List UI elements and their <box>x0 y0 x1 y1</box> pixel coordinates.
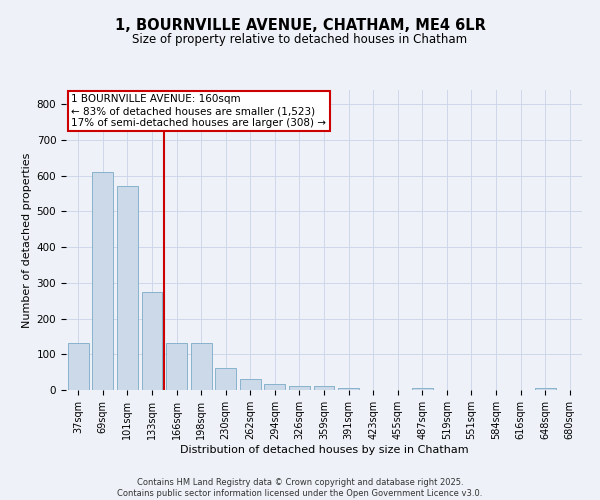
Text: 1, BOURNVILLE AVENUE, CHATHAM, ME4 6LR: 1, BOURNVILLE AVENUE, CHATHAM, ME4 6LR <box>115 18 485 32</box>
Bar <box>68 342 89 390</box>
Bar <box>314 386 334 390</box>
Bar <box>191 342 212 390</box>
Bar <box>117 186 138 390</box>
Bar <box>92 172 113 390</box>
Bar <box>412 388 433 390</box>
Text: 1 BOURNVILLE AVENUE: 160sqm
← 83% of detached houses are smaller (1,523)
17% of : 1 BOURNVILLE AVENUE: 160sqm ← 83% of det… <box>71 94 326 128</box>
Bar <box>338 388 359 390</box>
Bar <box>166 342 187 390</box>
Y-axis label: Number of detached properties: Number of detached properties <box>22 152 32 328</box>
Bar <box>535 388 556 390</box>
Text: Contains HM Land Registry data © Crown copyright and database right 2025.
Contai: Contains HM Land Registry data © Crown c… <box>118 478 482 498</box>
Bar <box>215 368 236 390</box>
Bar <box>142 292 163 390</box>
Bar <box>265 384 286 390</box>
X-axis label: Distribution of detached houses by size in Chatham: Distribution of detached houses by size … <box>179 444 469 454</box>
Text: Size of property relative to detached houses in Chatham: Size of property relative to detached ho… <box>133 32 467 46</box>
Bar <box>240 380 261 390</box>
Bar <box>289 386 310 390</box>
